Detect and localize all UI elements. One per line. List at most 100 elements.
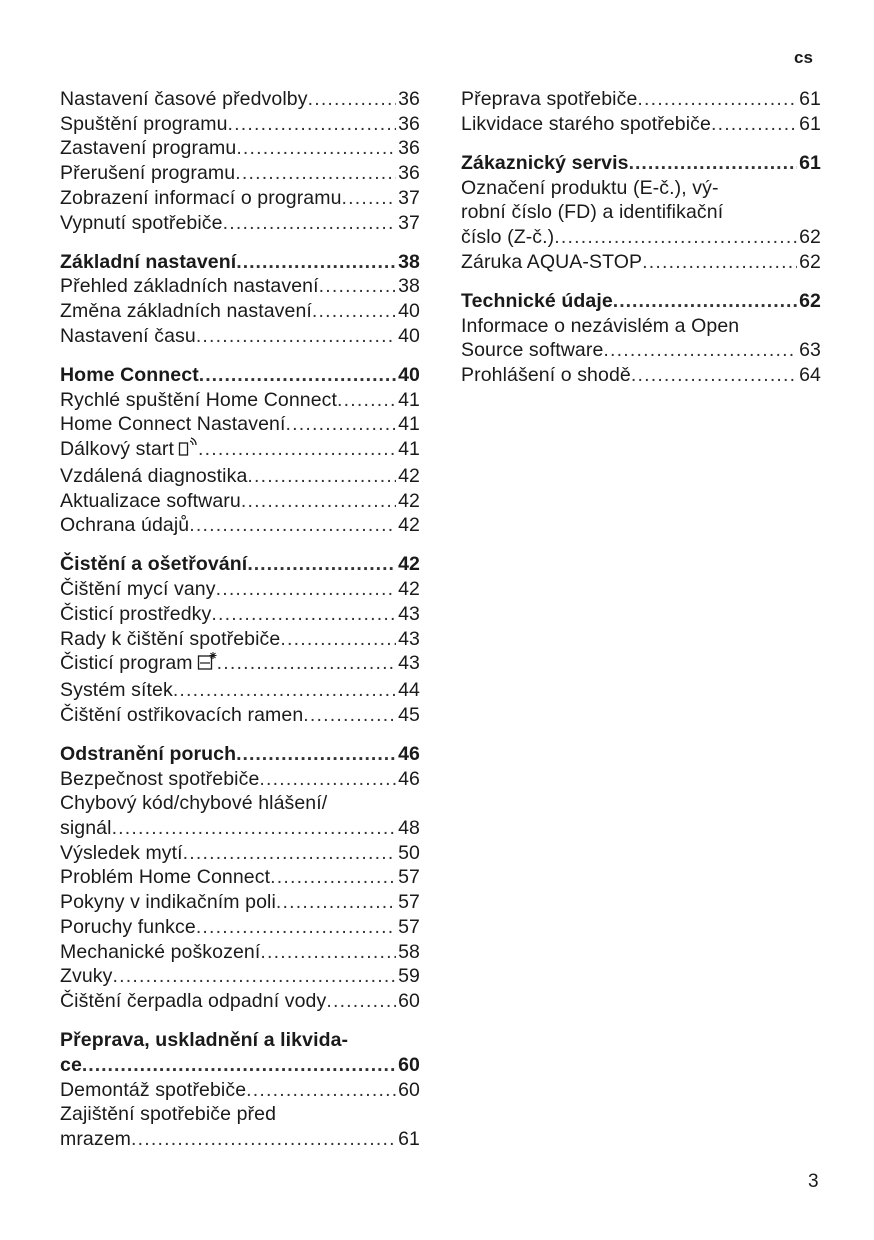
toc-entry[interactable]: Čisticí program.........................… — [60, 651, 420, 678]
toc-entry[interactable]: Přerušení programu......................… — [60, 161, 420, 186]
toc-entry-title-line: Označení produktu (E-č.), vý- — [461, 176, 719, 199]
dot-leader: ........................................… — [307, 88, 397, 110]
toc-column-left: Nastavení časové předvolby..............… — [60, 87, 420, 1152]
toc-entry-title: Technické údaje — [461, 289, 613, 312]
toc-entry-title: Rychlé spuštění Home Connect — [60, 388, 338, 411]
toc-page-number: 62 — [799, 250, 821, 273]
dot-leader: ........................................… — [172, 678, 396, 701]
dot-leader: ........................................… — [246, 1078, 396, 1101]
dot-leader: ........................................… — [236, 137, 396, 160]
dot-leader: ........................................… — [236, 250, 397, 273]
toc-entry-title: Pokyny v indikačním poli — [60, 891, 276, 914]
toc-section-heading[interactable]: Základní nastavení......................… — [60, 250, 420, 275]
dot-leader: ........................................… — [240, 489, 396, 512]
toc-section-heading[interactable]: Odstranění poruch.......................… — [60, 742, 420, 767]
toc-entry[interactable]: Prohlášení o shodě......................… — [461, 363, 821, 388]
toc-page-number: 42 — [398, 464, 420, 487]
toc-entry-title: Přehled základních nastavení — [60, 275, 319, 298]
toc-entry[interactable]: Nastavení času..........................… — [60, 324, 420, 349]
toc-entry-title: Čisticí program — [60, 652, 193, 675]
toc-entry[interactable]: Mechanické poškození....................… — [60, 940, 420, 965]
toc-entry-title: Bezpečnost spotřebiče — [60, 767, 260, 790]
toc-entry-title-line: Zajištění spotřebiče před — [60, 1103, 277, 1126]
toc-page-number: 38 — [398, 275, 420, 298]
toc-entry[interactable]: Rady k čištění spotřebiče...............… — [60, 627, 420, 652]
dot-leader: ........................................… — [195, 324, 396, 347]
toc-entry[interactable]: Čištění čerpadla odpadní vody...........… — [60, 989, 420, 1014]
toc-entry[interactable]: Bezpečnost spotřebiče...................… — [60, 767, 420, 792]
toc-entry[interactable]: Poruchy funkce..........................… — [60, 915, 420, 940]
toc-page-number: 62 — [799, 289, 821, 312]
toc-entry[interactable]: Demontáž spotřebiče.....................… — [60, 1078, 420, 1103]
toc-entry[interactable]: Nastavení časové předvolby..............… — [60, 87, 420, 112]
toc-entry[interactable]: Likvidace starého spotřebiče............… — [461, 112, 821, 137]
dot-leader: ........................................… — [637, 88, 797, 110]
toc-entry[interactable]: Čištění ostřikovacích ramen.............… — [60, 703, 420, 728]
toc-entry[interactable]: Dálkový start...........................… — [60, 437, 420, 464]
toc-entry-title-line: Chybový kód/chybové hlášení/ — [60, 792, 328, 815]
toc-entry[interactable]: Záruka AQUA-STOP........................… — [461, 250, 821, 275]
toc-entry[interactable]: Čištění mycí vany.......................… — [60, 577, 420, 602]
toc-page-number: 37 — [398, 211, 420, 234]
toc-page-number: 42 — [398, 578, 420, 601]
toc-entry-title: Zvuky — [60, 965, 113, 988]
dot-leader: ........................................… — [259, 767, 396, 790]
dot-leader: ........................................… — [275, 891, 396, 914]
toc-entry[interactable]: Rychlé spuštění Home Connect............… — [60, 388, 420, 413]
toc-entry-title: Přerušení programu — [60, 162, 236, 185]
toc-entry-title: Přeprava spotřebiče — [461, 88, 638, 110]
toc-entry[interactable]: Výsledek mytí...........................… — [60, 841, 420, 866]
toc-section-heading[interactable]: Přeprava, uskladnění a likvida-ce.......… — [60, 1028, 420, 1077]
toc-entry-title: Čištění mycí vany — [60, 578, 216, 601]
dot-leader: ........................................… — [227, 112, 397, 135]
toc-entry[interactable]: Informace o nezávislém a Open Source soft… — [461, 314, 821, 363]
dot-leader: ........................................… — [337, 388, 397, 411]
toc-page-number: 61 — [799, 88, 821, 110]
toc-entry-title: Rady k čištění spotřebiče — [60, 627, 281, 650]
toc-entry[interactable]: Pokyny v indikačním poli................… — [60, 890, 420, 915]
toc-section-heading[interactable]: Home Connect............................… — [60, 363, 420, 388]
dot-leader: ........................................… — [285, 413, 396, 436]
toc-entry-title: Základní nastavení — [60, 250, 237, 273]
toc-entry-title: mrazem — [60, 1127, 132, 1150]
toc-page-number: 41 — [398, 413, 420, 436]
toc-entry-title: Nastavení času — [60, 324, 196, 347]
toc-entry[interactable]: Systém sítek............................… — [60, 678, 420, 703]
toc-section-heading[interactable]: Technické údaje.........................… — [461, 289, 821, 314]
toc-entry[interactable]: Problém Home Connect....................… — [60, 865, 420, 890]
toc-entry[interactable]: Aktualizace softwaru....................… — [60, 489, 420, 514]
toc-entry[interactable]: Přehled základních nastavení............… — [60, 274, 420, 299]
toc-entry[interactable]: Zobrazení informací o programu..........… — [60, 186, 420, 211]
toc-entry-title: Home Connect Nastavení — [60, 413, 286, 436]
dot-leader: ........................................… — [81, 1053, 397, 1076]
dot-leader: ........................................… — [303, 703, 397, 726]
toc-page-number: 38 — [398, 250, 420, 273]
toc-entry[interactable]: Chybový kód/chybové hlášení/signál......… — [60, 791, 420, 840]
toc-entry[interactable]: Označení produktu (E-č.), vý-robní číslo… — [461, 176, 821, 250]
toc-entry[interactable]: Zajištění spotřebiče před mrazem.........… — [60, 1102, 420, 1151]
toc-entry[interactable]: Spuštění programu.......................… — [60, 112, 420, 137]
toc-entry[interactable]: Zastavení programu......................… — [60, 136, 420, 161]
toc-entry[interactable]: Home Connect Nastavení..................… — [60, 412, 420, 437]
toc-section-heading[interactable]: Zákaznický servis.......................… — [461, 151, 821, 176]
toc-entry[interactable]: Ochrana údajů...........................… — [60, 513, 420, 538]
toc-entry[interactable]: Zvuky...................................… — [60, 964, 420, 989]
toc-page-number: 36 — [398, 112, 420, 135]
toc-page-number: 57 — [398, 915, 420, 938]
toc-page-number: 61 — [398, 1127, 420, 1150]
toc-entry-title: Čištění čerpadla odpadní vody — [60, 989, 327, 1012]
toc-page-number: 41 — [398, 438, 420, 461]
toc-entry-title: Čistění a ošetřování — [60, 553, 248, 576]
toc-entry[interactable]: Vypnutí spotřebiče......................… — [60, 211, 420, 236]
toc-entry-title: Ochrana údajů — [60, 514, 190, 537]
toc-entry-title: Nastavení časové předvolby — [60, 88, 308, 110]
toc-entry-title: ce — [60, 1053, 82, 1076]
toc-section-heading[interactable]: Čistění a ošetřování....................… — [60, 552, 420, 577]
toc-entry[interactable]: Čisticí prostředky......................… — [60, 602, 420, 627]
toc-entry[interactable]: Přeprava spotřebiče.....................… — [461, 87, 821, 112]
dot-leader: ........................................… — [630, 364, 797, 387]
toc-page-number: 48 — [398, 816, 420, 839]
toc-entry[interactable]: Vzdálená diagnostika....................… — [60, 464, 420, 489]
toc-entry[interactable]: Změna základních nastavení..............… — [60, 299, 420, 324]
dot-leader: ........................................… — [131, 1127, 396, 1150]
